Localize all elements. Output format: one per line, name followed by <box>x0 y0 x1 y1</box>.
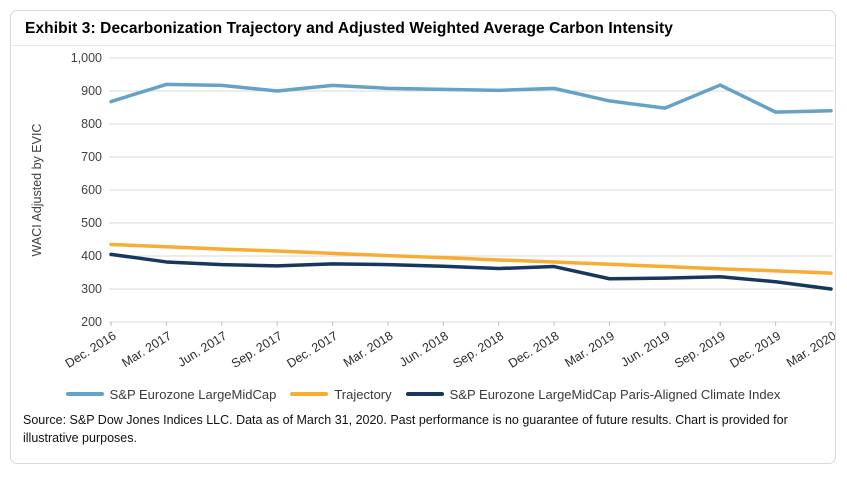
legend-item-0: S&P Eurozone LargeMidCap <box>65 386 277 402</box>
y-tick-label-200: 200 <box>81 315 102 329</box>
y-tick-label-700: 700 <box>81 150 102 164</box>
x-tick-label-5: Mar. 2018 <box>341 329 396 370</box>
x-tick-label-1: Mar. 2017 <box>119 329 174 370</box>
y-tick-label-1000: 1,000 <box>71 51 102 65</box>
chart-card: Exhibit 3: Decarbonization Trajectory an… <box>10 10 839 464</box>
y-tick-label-900: 900 <box>81 84 102 98</box>
chart-legend: S&P Eurozone LargeMidCap Trajectory S&P Eu… <box>11 384 835 404</box>
y-axis-title: WACI Adjusted by EVIC <box>30 124 44 257</box>
legend-item-1: Trajectory <box>290 386 392 402</box>
legend-swatch-icon <box>405 392 444 396</box>
y-tick-label-300: 300 <box>81 282 102 296</box>
x-tick-label-8: Dec. 2018 <box>506 329 562 371</box>
legend-item-2: S&P Eurozone LargeMidCap Paris-Aligned C… <box>405 386 781 402</box>
chart-line-series-2 <box>109 252 833 291</box>
source-note: Source: S&P Dow Jones Indices LLC. Data … <box>23 413 788 446</box>
chart-title: Exhibit 3: Decarbonization Trajectory an… <box>11 11 835 46</box>
x-tick-label-10: Jun. 2019 <box>618 329 672 370</box>
x-tick-label-7: Sep. 2018 <box>451 329 507 371</box>
y-tick-label-600: 600 <box>81 183 102 197</box>
x-tick-label-12: Dec. 2019 <box>727 329 783 371</box>
x-tick-label-3: Sep. 2017 <box>229 329 285 371</box>
x-tick-label-0: Dec. 2016 <box>63 329 119 371</box>
chart-line-series-0 <box>109 82 833 114</box>
x-tick-label-9: Mar. 2019 <box>562 329 617 370</box>
legend-label-2: S&P Eurozone LargeMidCap Paris-Aligned C… <box>449 386 781 402</box>
legend-label-0: S&P Eurozone LargeMidCap <box>109 386 277 402</box>
x-tick-label-2: Jun. 2017 <box>175 329 229 370</box>
y-tick-label-400: 400 <box>81 249 102 263</box>
chart-line-series-1 <box>109 242 833 275</box>
y-tick-label-800: 800 <box>81 117 102 131</box>
legend-swatch-icon <box>290 392 329 396</box>
legend-swatch-icon <box>65 392 104 396</box>
x-tick-label-4: Dec. 2017 <box>284 329 340 371</box>
y-tick-label-500: 500 <box>81 216 102 230</box>
legend-label-1: Trajectory <box>334 386 392 402</box>
x-tick-label-11: Sep. 2019 <box>672 329 728 371</box>
x-tick-label-13: Mar. 2020 <box>784 329 835 370</box>
x-tick-label-6: Jun. 2018 <box>397 329 451 370</box>
chart-area: 200 300 400 500 600 700 800 900 1,000 Dec. 2016 Ma… <box>11 46 839 386</box>
